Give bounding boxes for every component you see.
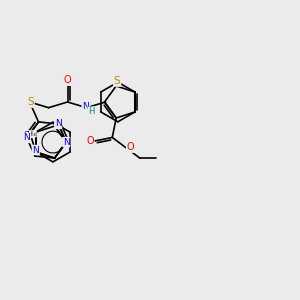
Text: CH₃: CH₃ <box>23 131 36 137</box>
Text: N: N <box>32 146 39 154</box>
Text: S: S <box>27 97 34 107</box>
Text: O: O <box>127 142 134 152</box>
Text: H: H <box>88 107 95 116</box>
Text: O: O <box>86 136 94 146</box>
Text: S: S <box>114 76 121 86</box>
Text: N: N <box>82 102 89 111</box>
Text: O: O <box>64 75 71 85</box>
Text: N: N <box>63 138 70 147</box>
Text: N: N <box>55 119 62 128</box>
Text: N: N <box>23 134 30 142</box>
